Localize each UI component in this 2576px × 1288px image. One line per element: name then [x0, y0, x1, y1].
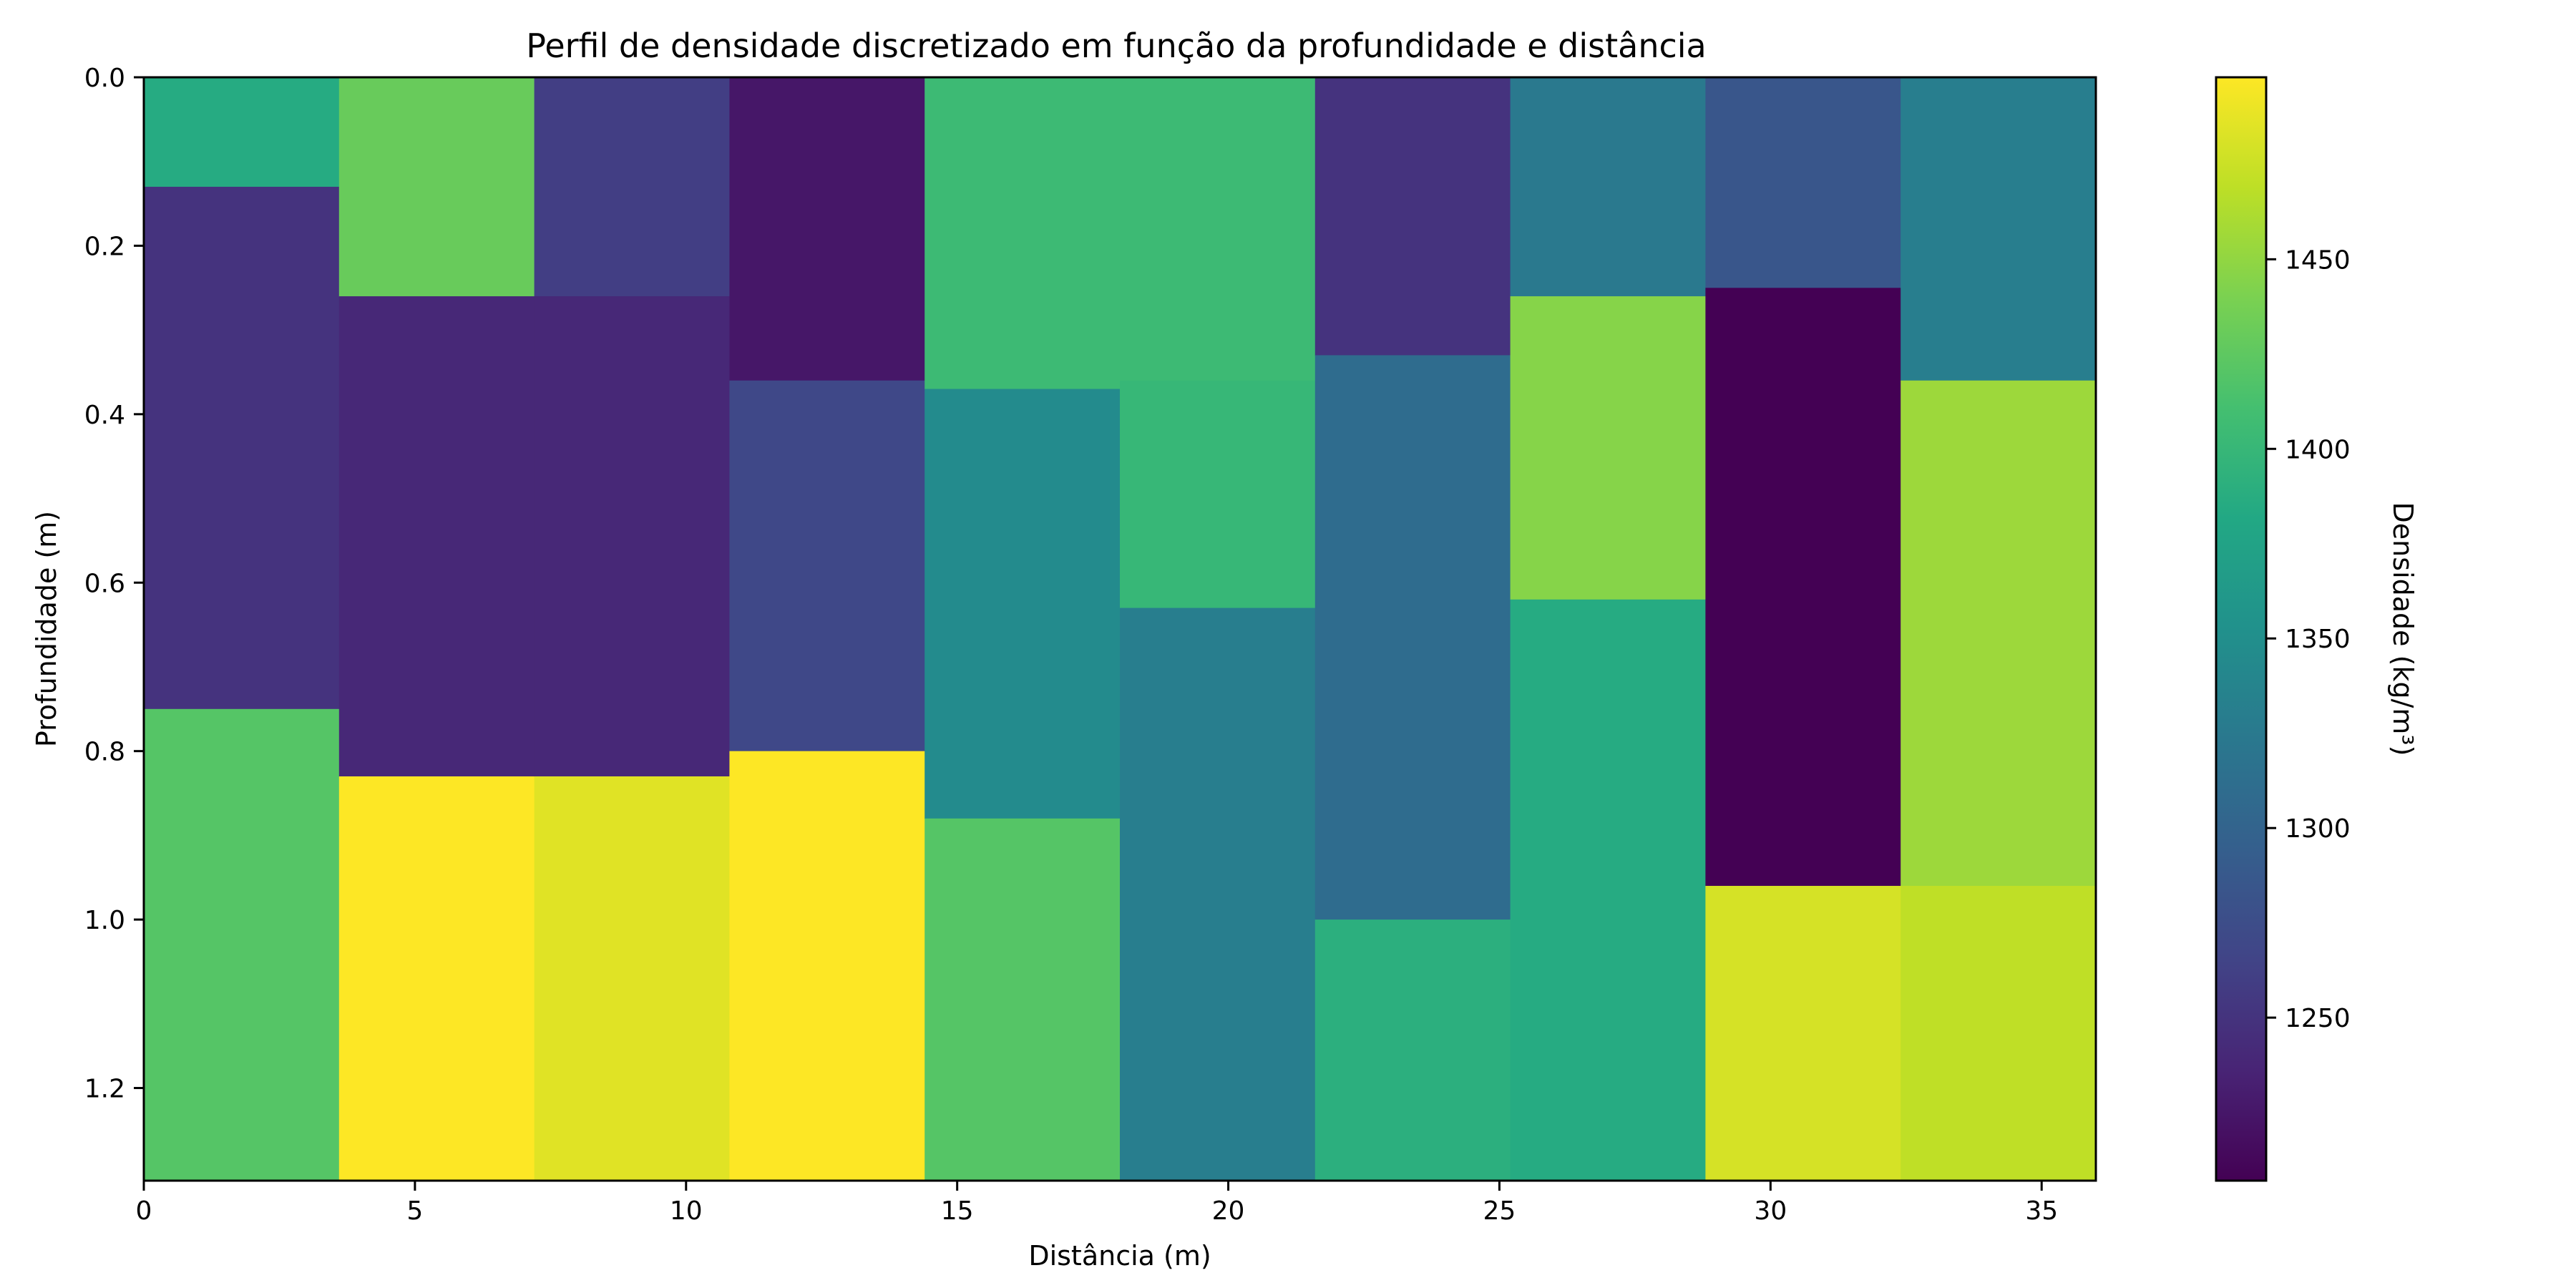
- x-tick-label: 30: [1754, 1196, 1787, 1226]
- heatmap-cell-c1-l1: [338, 296, 535, 777]
- heatmap-cell-c5-l1: [1120, 380, 1316, 609]
- heatmap-cell-c6-l2: [1314, 919, 1511, 1181]
- heatmap-cell-c4-l2: [924, 818, 1121, 1181]
- colorbar-gradient: [2216, 77, 2266, 1181]
- heatmap-cell-c7-l1: [1510, 296, 1706, 600]
- heatmap-cell-c1-l2: [338, 776, 535, 1181]
- heatmap-cell-c8-l2: [1705, 886, 1901, 1181]
- heatmap-cell-c8-l0: [1705, 77, 1901, 288]
- heatmap-cells: [144, 77, 2097, 1181]
- heatmap-cell-c0-l1: [144, 187, 340, 710]
- heatmap-cell-c0-l0: [144, 77, 340, 187]
- y-tick-label: 1.0: [84, 906, 125, 935]
- x-tick-label: 15: [941, 1196, 974, 1226]
- heatmap-cell-c8-l1: [1705, 288, 1901, 887]
- heatmap-cell-c2-l2: [534, 776, 730, 1181]
- x-axis: 0 5 10 15 20 25 30 35: [136, 1181, 2058, 1226]
- heatmap-cell-c4-l0: [924, 77, 1121, 390]
- chart-title: Perfil de densidade discretizado em funç…: [526, 26, 1707, 65]
- heatmap-cell-c9-l2: [1901, 886, 2097, 1181]
- heatmap-cell-c7-l2: [1510, 599, 1706, 1181]
- x-tick-label: 5: [406, 1196, 423, 1226]
- y-tick-label: 0.0: [84, 64, 125, 93]
- heatmap-cell-c5-l2: [1120, 608, 1316, 1181]
- heatmap-cell-c0-l2: [144, 708, 340, 1181]
- heatmap-cell-c6-l0: [1314, 77, 1511, 356]
- x-tick-label: 10: [670, 1196, 703, 1226]
- heatmap-cell-c4-l1: [924, 389, 1121, 819]
- heatmap-cell-c6-l1: [1314, 355, 1511, 920]
- heatmap-cell-c3-l0: [729, 77, 925, 381]
- heatmap-cell-c3-l2: [729, 751, 925, 1181]
- x-axis-label: Distância (m): [1028, 1240, 1211, 1272]
- y-tick-label: 0.8: [84, 738, 125, 767]
- x-tick-label: 35: [2025, 1196, 2058, 1226]
- heatmap-cell-c9-l1: [1901, 380, 2097, 887]
- y-tick-label: 0.6: [84, 569, 125, 598]
- y-axis: 0.0 0.2 0.4 0.6 0.8 1.0 1.2: [84, 64, 144, 1104]
- y-tick-label: 1.2: [84, 1075, 125, 1104]
- heatmap-cell-c1-l0: [338, 77, 535, 297]
- heatmap-cell-c9-l0: [1901, 77, 2097, 381]
- heatmap-cell-c2-l1: [534, 296, 730, 777]
- plot-frame: [142, 76, 2097, 1182]
- colorbar-tick-label: 1400: [2285, 435, 2351, 464]
- y-tick-label: 0.4: [84, 401, 125, 430]
- x-tick-label: 20: [1212, 1196, 1245, 1226]
- heatmap-cell-c2-l0: [534, 77, 730, 297]
- colorbar-tick-label: 1350: [2285, 625, 2351, 654]
- x-tick-label: 0: [136, 1196, 152, 1226]
- colorbar-tick-label: 1300: [2285, 814, 2351, 844]
- colorbar-tick-label: 1450: [2285, 245, 2351, 275]
- x-tick-label: 25: [1483, 1196, 1516, 1226]
- y-tick-label: 0.2: [84, 232, 125, 261]
- heatmap-cell-c5-l0: [1120, 77, 1316, 381]
- colorbar-label: Densidade (kg/m³): [2387, 502, 2419, 756]
- colorbar-frame: [2215, 76, 2268, 1182]
- colorbar-tick-label: 1250: [2285, 1004, 2351, 1033]
- y-axis-label: Profundidade (m): [31, 511, 62, 747]
- heatmap-cell-c7-l0: [1510, 77, 1706, 297]
- colorbar-ticks: 1250 1300 1350 1400 1450: [2266, 245, 2351, 1033]
- heatmap-cell-c3-l1: [729, 380, 925, 752]
